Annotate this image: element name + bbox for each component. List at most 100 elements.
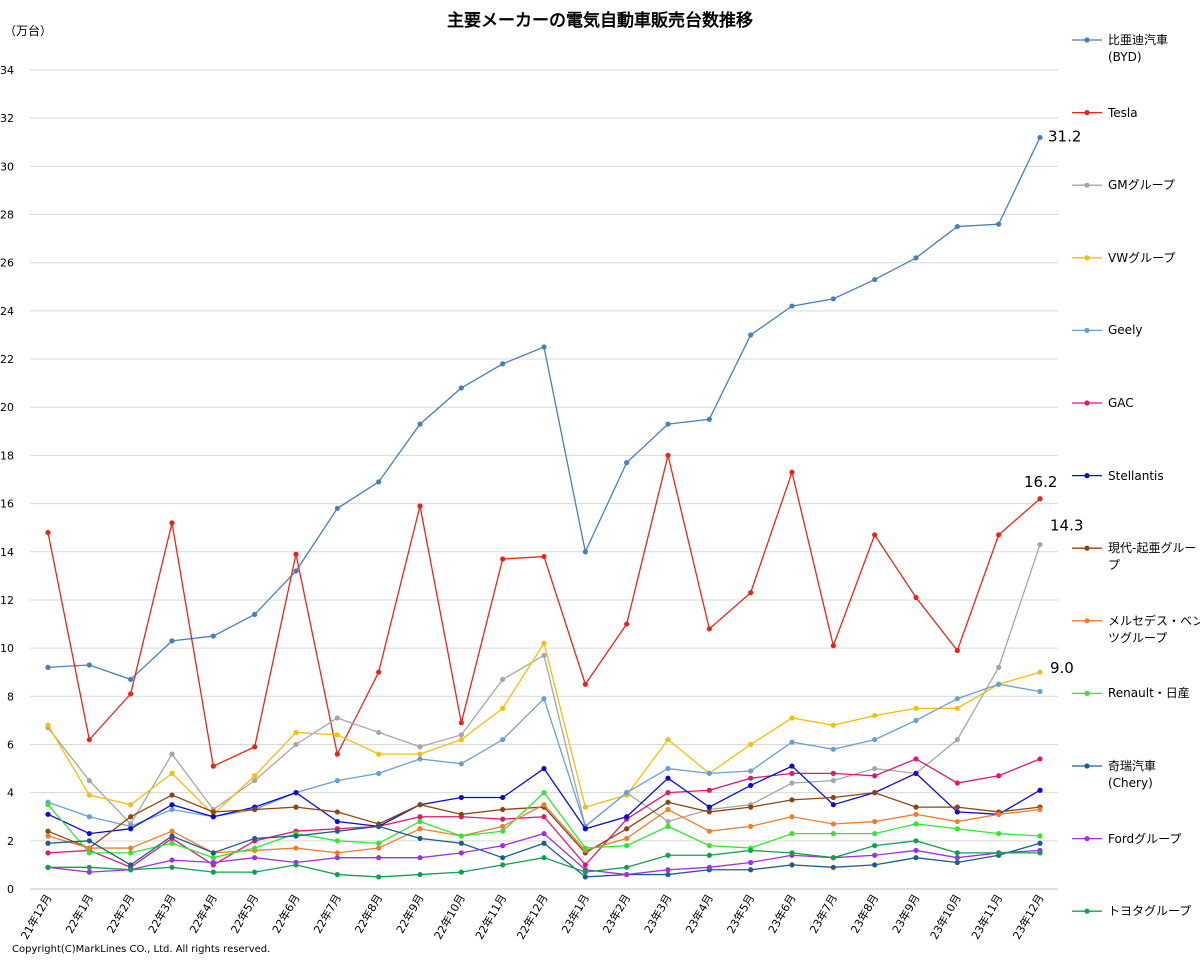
y-tick-label: 8 — [7, 690, 14, 703]
legend-swatch-marker — [1084, 618, 1090, 624]
y-tick-label: 18 — [0, 449, 14, 462]
data-point — [45, 811, 51, 817]
data-point — [996, 830, 1002, 837]
data-point — [169, 792, 175, 798]
legend-label: GMグループ — [1108, 178, 1175, 193]
data-point — [500, 806, 506, 813]
data-point — [500, 816, 506, 822]
x-tick-label: 23年4月 — [682, 892, 716, 936]
x-tick-label: 22年11月 — [472, 892, 509, 942]
data-point — [86, 864, 92, 870]
data-point — [169, 638, 175, 644]
data-point — [665, 775, 671, 781]
data-point — [954, 705, 960, 711]
data-point — [706, 626, 712, 632]
legend-swatch-marker — [1084, 836, 1090, 842]
series-group — [45, 452, 1043, 769]
data-point — [500, 361, 506, 367]
data-point — [665, 867, 671, 873]
data-point — [582, 874, 588, 880]
y-tick-label: 30 — [0, 160, 14, 173]
x-tick-label: 22年8月 — [352, 892, 386, 936]
data-point — [252, 806, 258, 813]
data-point — [417, 802, 423, 808]
data-point — [913, 705, 919, 711]
data-point — [45, 828, 51, 834]
data-point — [210, 850, 216, 856]
data-point — [996, 850, 1002, 856]
y-tick-label: 12 — [0, 594, 14, 607]
x-tick-label: 22年10月 — [431, 892, 468, 942]
data-point — [458, 385, 464, 391]
copyright-notice: Copyright(C)MarkLines CO., Ltd. All righ… — [12, 944, 271, 955]
data-point — [665, 790, 671, 796]
data-point — [210, 855, 216, 861]
data-point — [86, 869, 92, 875]
x-tick-label: 22年12月 — [513, 892, 550, 942]
data-point — [954, 850, 960, 856]
data-point — [334, 732, 340, 738]
data-point — [458, 761, 464, 767]
data-point — [417, 751, 423, 757]
data-point — [210, 814, 216, 820]
data-point — [872, 276, 878, 283]
data-point — [1037, 756, 1043, 762]
series-line — [47, 758, 1041, 869]
data-point — [872, 773, 878, 779]
data-point — [706, 804, 712, 810]
data-point — [334, 505, 340, 512]
data-point — [541, 696, 547, 702]
data-point — [789, 797, 795, 803]
y-tick-label: 20 — [0, 401, 14, 414]
data-point — [789, 830, 795, 837]
data-point — [789, 862, 795, 868]
legend-label: Stellantis — [1108, 468, 1164, 483]
data-point — [582, 804, 588, 810]
data-point — [334, 818, 340, 825]
data-point — [830, 746, 836, 752]
data-point — [45, 840, 51, 846]
y-tick-label: 16 — [0, 498, 14, 511]
data-point — [128, 862, 134, 868]
x-tick-label: 23年5月 — [724, 892, 758, 936]
data-point — [996, 221, 1002, 227]
x-tick-label: 22年1月 — [62, 892, 96, 936]
data-point — [872, 765, 878, 772]
data-point — [417, 871, 423, 878]
legend-swatch-marker — [1084, 545, 1090, 551]
data-point — [996, 773, 1002, 779]
data-annotation: 9.0 — [1050, 659, 1074, 677]
legend-swatch-marker — [1084, 763, 1090, 769]
data-point — [128, 802, 134, 808]
data-point — [293, 790, 299, 796]
data-point — [458, 732, 464, 738]
legend-swatch-marker — [1084, 110, 1090, 116]
data-point — [169, 751, 175, 757]
data-point — [913, 756, 919, 762]
data-point — [1037, 787, 1043, 793]
data-point — [706, 770, 712, 776]
data-point — [830, 855, 836, 861]
data-point — [789, 850, 795, 856]
series-line — [47, 544, 1041, 828]
data-point — [706, 864, 712, 870]
data-point — [954, 826, 960, 832]
data-point — [252, 611, 258, 617]
x-tick-label: 22年6月 — [269, 892, 303, 936]
data-point — [45, 833, 51, 839]
data-point — [252, 835, 258, 842]
data-point — [954, 859, 960, 866]
data-point — [830, 643, 836, 649]
data-point — [500, 828, 506, 834]
x-tick-label: 23年6月 — [765, 892, 799, 936]
data-point — [500, 556, 506, 562]
data-point — [293, 804, 299, 810]
data-point — [789, 814, 795, 820]
data-point — [293, 833, 299, 839]
data-point — [86, 778, 92, 784]
data-point — [706, 416, 712, 422]
y-tick-label: 14 — [0, 546, 14, 559]
chart-title: 主要メーカーの電気自動車販売台数推移 — [447, 11, 753, 31]
data-point — [45, 722, 51, 728]
data-point — [913, 255, 919, 261]
